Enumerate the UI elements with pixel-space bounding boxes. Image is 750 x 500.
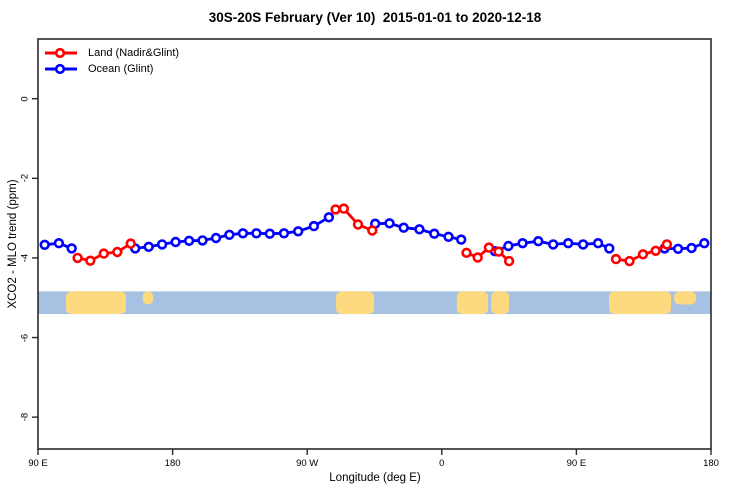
data-point-marker	[156, 239, 168, 250]
ocean-band	[38, 291, 711, 315]
data-point-marker	[264, 228, 275, 239]
data-point-marker	[699, 238, 710, 249]
data-point-marker	[125, 238, 136, 249]
data-point-marker	[503, 240, 514, 252]
data-point-marker	[330, 204, 341, 215]
data-point-marker	[338, 203, 349, 214]
land-patch	[491, 291, 510, 315]
data-point-marker	[493, 246, 504, 257]
x-tick-label: 0	[439, 458, 445, 469]
data-point-marker	[197, 235, 208, 246]
data-point-marker	[143, 241, 154, 253]
data-point-marker	[293, 226, 304, 237]
legend-label: Ocean (Glint)	[88, 62, 154, 75]
data-point-marker	[39, 239, 50, 251]
land-patch	[456, 291, 489, 315]
legend-marker-icon	[45, 47, 77, 58]
data-point-marker	[398, 222, 409, 233]
data-point-marker	[672, 243, 684, 255]
data-point-marker	[66, 243, 77, 254]
data-point-marker	[429, 228, 440, 239]
data-point-marker	[604, 243, 615, 254]
data-point-marker	[661, 239, 673, 250]
data-point-marker	[352, 219, 364, 230]
data-point-marker	[577, 239, 589, 250]
data-point-marker	[461, 247, 472, 259]
plot-frame	[37, 38, 712, 450]
data-point-marker	[483, 242, 495, 253]
y-tick-label: -4	[19, 253, 31, 263]
data-point-marker	[210, 232, 222, 244]
legend-item: Ocean (Glint)	[44, 61, 179, 76]
data-point-marker	[414, 224, 425, 235]
data-point-marker	[456, 234, 467, 245]
data-point-marker	[323, 212, 335, 223]
y-tick-label: -8	[19, 412, 31, 422]
data-point-marker	[224, 229, 235, 241]
data-point-marker	[183, 235, 195, 247]
data-point-marker	[308, 220, 320, 232]
x-tick-label: 180	[703, 458, 719, 469]
data-point-marker	[562, 238, 574, 249]
data-point-marker	[237, 228, 249, 239]
data-point-marker	[624, 255, 635, 267]
series-line	[663, 241, 706, 251]
land-patch	[674, 291, 697, 305]
data-point-marker	[443, 231, 454, 243]
data-point-marker	[367, 225, 378, 236]
land-patch	[65, 291, 126, 315]
data-point-marker	[547, 239, 559, 250]
data-point-marker	[53, 238, 65, 249]
data-point-marker	[503, 255, 515, 267]
legend-label: Land (Nadir&Glint)	[88, 46, 180, 59]
x-tick-label: 180	[164, 458, 181, 469]
data-point-marker	[85, 255, 96, 266]
data-point-marker	[637, 249, 649, 260]
chart-title: 30S-20S February (Ver 10) 2015-01-01 to …	[208, 10, 542, 25]
legend: Land (Nadir&Glint) Ocean (Glint)	[44, 45, 179, 76]
land-patch	[142, 291, 154, 305]
data-point-marker	[72, 252, 83, 264]
data-point-marker	[533, 236, 544, 247]
x-axis-title: Longitude (deg E)	[329, 472, 421, 484]
y-axis-title: XCO2 - MLO trend (ppm)	[7, 179, 19, 309]
x-tick-label: 90 W	[296, 458, 319, 469]
data-point-marker	[278, 228, 290, 239]
data-point-marker	[610, 253, 622, 265]
land-patch	[609, 291, 672, 315]
data-point-marker	[170, 236, 181, 248]
x-tick-label: 90 E	[28, 458, 48, 469]
data-point-marker	[686, 242, 697, 254]
data-point-marker	[251, 228, 262, 239]
y-tick-label: -6	[19, 333, 31, 342]
data-point-marker	[98, 248, 110, 259]
legend-item: Land (Nadir&Glint)	[44, 45, 179, 60]
legend-marker-icon	[45, 63, 77, 74]
data-point-marker	[650, 245, 661, 257]
data-point-marker	[112, 246, 123, 258]
y-tick-label: 0	[19, 96, 31, 102]
data-point-marker	[517, 238, 528, 249]
y-tick-label: -2	[19, 174, 31, 183]
data-point-marker	[384, 218, 395, 229]
land-patch	[336, 291, 375, 315]
x-tick-label: 90 E	[566, 458, 587, 469]
data-point-marker	[592, 238, 604, 249]
data-point-marker	[472, 252, 483, 263]
